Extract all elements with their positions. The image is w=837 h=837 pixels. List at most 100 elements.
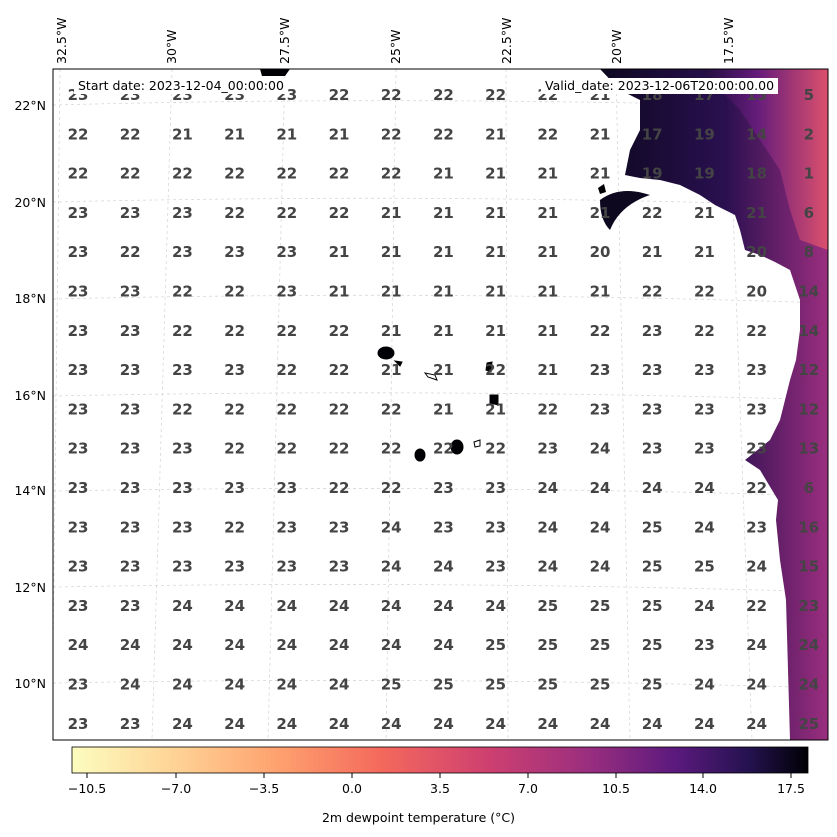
grid-value: 22 xyxy=(329,165,350,183)
grid-value: 24 xyxy=(120,636,141,654)
colorbar-tick-label: 7.0 xyxy=(518,781,538,796)
grid-value: 21 xyxy=(485,204,506,222)
grid-value: 22 xyxy=(381,440,402,458)
grid-value: 23 xyxy=(120,518,141,536)
grid-value: 24 xyxy=(746,636,767,654)
grid-value: 22 xyxy=(381,86,402,104)
grid-value: 22 xyxy=(746,479,767,497)
grid-value: 18 xyxy=(746,165,767,183)
latitude-label: 10°N xyxy=(14,676,46,691)
grid-value: 24 xyxy=(694,518,715,536)
colorbar-label: 2m dewpoint temperature (°C) xyxy=(321,810,516,825)
grid-value: 21 xyxy=(694,243,715,261)
grid-value: 25 xyxy=(537,597,558,615)
grid-value: 25 xyxy=(642,676,663,694)
grid-value: 8 xyxy=(804,243,814,261)
grid-value: 22 xyxy=(120,165,141,183)
grid-value: 21 xyxy=(381,243,402,261)
grid-value: 23 xyxy=(172,558,193,576)
grid-value: 21 xyxy=(433,322,454,340)
grid-value: 23 xyxy=(172,479,193,497)
grid-value: 2 xyxy=(804,125,814,143)
grid-value: 24 xyxy=(276,597,297,615)
latitude-label: 22°N xyxy=(14,98,46,113)
grid-value: 22 xyxy=(276,322,297,340)
grid-value: 22 xyxy=(68,125,89,143)
grid-value: 24 xyxy=(381,636,402,654)
grid-value: 21 xyxy=(537,243,558,261)
grid-value: 21 xyxy=(381,283,402,301)
grid-value: 23 xyxy=(642,440,663,458)
grid-value: 23 xyxy=(746,518,767,536)
longitude-label: 30°W xyxy=(164,29,179,64)
grid-value: 22 xyxy=(172,400,193,418)
longitude-label: 27.5°W xyxy=(277,18,292,64)
grid-value: 21 xyxy=(276,125,297,143)
grid-value: 6 xyxy=(804,479,814,497)
grid-value: 23 xyxy=(642,361,663,379)
grid-value: 22 xyxy=(485,86,506,104)
grid-value: 23 xyxy=(120,322,141,340)
grid-value: 25 xyxy=(381,676,402,694)
longitude-label: 22.5°W xyxy=(499,18,514,64)
grid-value: 22 xyxy=(642,283,663,301)
latitude-label: 14°N xyxy=(14,483,46,498)
grid-value: 24 xyxy=(381,597,402,615)
grid-value: 22 xyxy=(746,322,767,340)
grid-value: 21 xyxy=(694,204,715,222)
latitude-label: 20°N xyxy=(14,195,46,210)
latitude-label: 18°N xyxy=(14,291,46,306)
grid-value: 21 xyxy=(590,125,611,143)
grid-value: 22 xyxy=(172,165,193,183)
grid-value: 22 xyxy=(485,440,506,458)
grid-value: 22 xyxy=(329,440,350,458)
grid-value: 24 xyxy=(224,597,245,615)
grid-value: 22 xyxy=(329,322,350,340)
grid-value: 21 xyxy=(537,361,558,379)
grid-value: 24 xyxy=(329,597,350,615)
grid-value: 23 xyxy=(68,361,89,379)
grid-value: 16 xyxy=(798,518,819,536)
grid-value: 24 xyxy=(694,715,715,733)
colorbar-tick-label: 10.5 xyxy=(602,781,630,796)
colorbar: −10.5 −7.0 −3.5 0.0 3.5 7.0 10.5 14.0 17.5 xyxy=(68,746,809,796)
colorbar-tick-label: 0.0 xyxy=(342,781,362,796)
grid-value: 21 xyxy=(433,204,454,222)
grid-value: 24 xyxy=(329,676,350,694)
grid-value: 14 xyxy=(746,125,767,143)
grid-value: 23 xyxy=(224,361,245,379)
grid-value: 23 xyxy=(746,440,767,458)
grid-value: 23 xyxy=(172,204,193,222)
grid-value: 23 xyxy=(276,243,297,261)
grid-value: 23 xyxy=(276,479,297,497)
grid-value: 19 xyxy=(642,165,663,183)
grid-value: 24 xyxy=(224,636,245,654)
grid-value: 13 xyxy=(798,440,819,458)
grid-value: 23 xyxy=(746,400,767,418)
grid-value: 22 xyxy=(224,165,245,183)
colorbar-gradient xyxy=(71,746,809,774)
grid-value: 5 xyxy=(804,86,814,104)
longitude-label: 20°W xyxy=(609,29,624,64)
colorbar-tick-label: −10.5 xyxy=(68,781,106,796)
grid-value: 22 xyxy=(433,125,454,143)
grid-value: 23 xyxy=(120,400,141,418)
grid-value: 23 xyxy=(68,597,89,615)
grid-values: 23 23 23 23 23 22 22 22 22 22 21 18 17 15 522 22 21 21 21 2… xyxy=(68,86,820,733)
grid-value: 22 xyxy=(224,440,245,458)
grid-value: 17 xyxy=(642,125,663,143)
grid-value: 23 xyxy=(485,479,506,497)
grid-value: 23 xyxy=(172,440,193,458)
grid-value: 25 xyxy=(590,636,611,654)
grid-value: 24 xyxy=(381,715,402,733)
grid-value: 24 xyxy=(798,676,819,694)
grid-value: 24 xyxy=(381,518,402,536)
grid-value: 25 xyxy=(590,676,611,694)
grid-value: 24 xyxy=(485,597,506,615)
grid-value: 21 xyxy=(329,243,350,261)
grid-value: 22 xyxy=(537,125,558,143)
grid-value: 23 xyxy=(224,558,245,576)
grid-value: 21 xyxy=(485,243,506,261)
grid-value: 22 xyxy=(120,243,141,261)
